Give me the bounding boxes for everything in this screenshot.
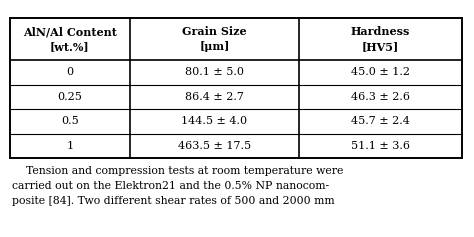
Text: 0.25: 0.25 bbox=[57, 92, 82, 102]
Text: 1: 1 bbox=[66, 141, 73, 151]
Text: 86.4 ± 2.7: 86.4 ± 2.7 bbox=[185, 92, 244, 102]
Text: posite [84]. Two different shear rates of 500 and 2000 mm: posite [84]. Two different shear rates o… bbox=[12, 196, 335, 206]
Text: AlN/Al Content
[wt.%]: AlN/Al Content [wt.%] bbox=[23, 26, 117, 52]
Text: 144.5 ± 4.0: 144.5 ± 4.0 bbox=[182, 116, 247, 126]
Text: 0.5: 0.5 bbox=[61, 116, 79, 126]
Text: Grain Size
[μm]: Grain Size [μm] bbox=[182, 26, 247, 52]
Text: 51.1 ± 3.6: 51.1 ± 3.6 bbox=[351, 141, 410, 151]
Text: 45.7 ± 2.4: 45.7 ± 2.4 bbox=[351, 116, 410, 126]
Text: carried out on the Elektron21 and the 0.5% NP nanocom-: carried out on the Elektron21 and the 0.… bbox=[12, 181, 329, 191]
Text: Hardness
[HV5]: Hardness [HV5] bbox=[351, 26, 410, 52]
Text: Tension and compression tests at room temperature were: Tension and compression tests at room te… bbox=[12, 166, 343, 176]
Text: 80.1 ± 5.0: 80.1 ± 5.0 bbox=[185, 67, 244, 77]
Text: 463.5 ± 17.5: 463.5 ± 17.5 bbox=[178, 141, 251, 151]
Bar bbox=[10, 18, 462, 158]
Text: 0: 0 bbox=[66, 67, 73, 77]
Text: 45.0 ± 1.2: 45.0 ± 1.2 bbox=[351, 67, 410, 77]
Text: 46.3 ± 2.6: 46.3 ± 2.6 bbox=[351, 92, 410, 102]
